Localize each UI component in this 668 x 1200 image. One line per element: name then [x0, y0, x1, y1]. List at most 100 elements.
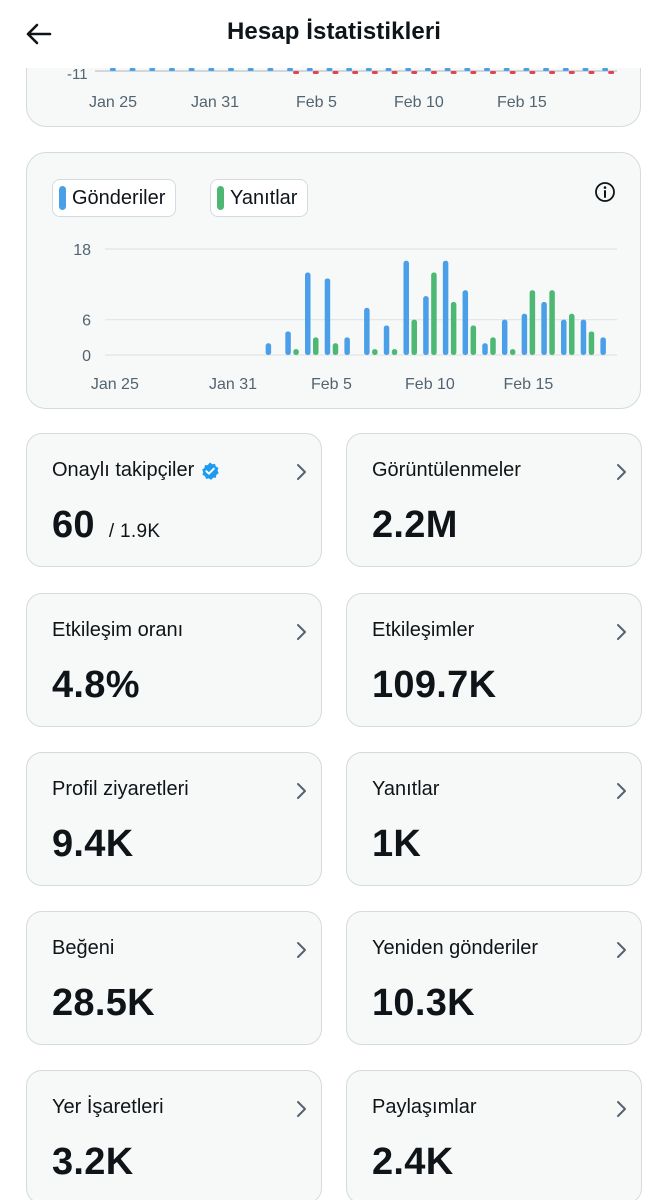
top-negative-bar	[371, 71, 378, 74]
tile-bookmarks[interactable]: Yer İşaretleri 3.2K	[26, 1070, 322, 1200]
y-tick-label: 18	[73, 242, 91, 259]
replies-bar	[391, 349, 398, 355]
top-bar	[562, 68, 569, 71]
tile-label: Paylaşımlar	[372, 1096, 477, 1118]
tile-label: Görüntülenmeler	[372, 459, 521, 481]
chevron-right-icon	[617, 464, 626, 480]
top-negative-bar	[411, 71, 418, 74]
verified-badge-icon	[202, 461, 220, 480]
tile-value: 2.4K	[372, 1141, 454, 1183]
tile-reposts[interactable]: Yeniden gönderiler 10.3K	[346, 911, 642, 1045]
posts-bar	[285, 331, 291, 355]
top-bar	[444, 68, 451, 71]
top-negative-bar	[332, 71, 339, 74]
tile-shares[interactable]: Paylaşımlar 2.4K	[346, 1070, 642, 1200]
top-negative-bar	[568, 71, 575, 74]
tile-value: 28.5K	[52, 982, 155, 1024]
replies-bar	[372, 349, 378, 355]
top-bar	[582, 68, 589, 71]
top-negative-bar	[529, 71, 536, 74]
posts-bar	[600, 337, 606, 355]
replies-bar	[313, 337, 319, 355]
top-bar	[523, 68, 530, 71]
posts-bar	[305, 272, 311, 355]
x-tick-label: Jan 31	[209, 376, 257, 393]
top-bar	[208, 68, 215, 71]
tile-replies[interactable]: Yanıtlar 1K	[346, 752, 642, 886]
tile-label: Profil ziyaretleri	[52, 778, 189, 800]
legend-posts[interactable]: Gönderiler	[52, 179, 177, 217]
top-bar	[464, 68, 471, 71]
replies-bar	[293, 349, 299, 355]
tile-verified-followers[interactable]: Onaylı takipçiler 60 / 1.9K	[26, 433, 322, 567]
chevron-right-icon	[617, 624, 626, 640]
tile-label: Yanıtlar	[372, 778, 440, 800]
top-bar	[168, 68, 175, 71]
tile-value: 109.7K	[372, 664, 497, 706]
chevron-right-icon	[297, 624, 306, 640]
tile-engagement-rate[interactable]: Etkileşim oranı 4.8%	[26, 593, 322, 727]
posts-bar	[324, 278, 331, 355]
top-bar	[424, 68, 431, 71]
info-icon[interactable]	[594, 181, 616, 203]
top-bar	[129, 68, 136, 71]
back-button[interactable]	[18, 16, 58, 52]
posts-bar	[482, 343, 488, 355]
replies-bar	[509, 349, 516, 355]
chevron-right-icon	[617, 1101, 626, 1117]
chevron-right-icon	[297, 783, 306, 799]
posts-chart-card: 18 6 0 Jan 25 Jan 31 Feb 5 Feb 10 Feb 15 Gönde…	[26, 152, 641, 409]
top-negative-bar	[430, 71, 437, 74]
top-bar	[267, 68, 274, 71]
top-bar	[188, 68, 195, 71]
posts-bar	[344, 337, 350, 355]
tile-label: Etkileşim oranı	[52, 619, 184, 641]
x-tick-label: Jan 25	[89, 94, 137, 111]
x-tick-label: Jan 31	[191, 94, 239, 111]
tile-likes[interactable]: Beğeni 28.5K	[26, 911, 322, 1045]
tile-label: Yeniden gönderiler	[372, 937, 539, 959]
top-bars	[109, 68, 615, 74]
x-tick-label: Feb 10	[394, 94, 444, 111]
legend-posts-label: Gönderiler	[72, 186, 166, 209]
top-bar	[109, 68, 116, 71]
x-tick-label: Feb 5	[311, 376, 352, 393]
top-bar	[405, 68, 412, 71]
top-negative-bar	[588, 71, 595, 74]
tile-profile-visits[interactable]: Profil ziyaretleri 9.4K	[26, 752, 322, 886]
tile-label: Yer İşaretleri	[52, 1096, 164, 1118]
replies-bar	[569, 313, 575, 355]
top-negative-bar	[608, 71, 615, 74]
posts-bar	[501, 319, 508, 355]
top-negative-bar	[312, 71, 319, 74]
replies-bar	[431, 272, 437, 355]
chart-grid	[105, 248, 617, 356]
legend-replies[interactable]: Yanıtlar	[210, 179, 309, 217]
tile-impressions[interactable]: Görüntülenmeler 2.2M	[346, 433, 642, 567]
top-negative-bar	[470, 71, 477, 74]
chevron-right-icon	[617, 942, 626, 958]
posts-bar	[462, 290, 469, 355]
top-negative-bar	[509, 71, 516, 74]
tile-engagements[interactable]: Etkileşimler 109.7K	[346, 593, 642, 727]
top-bar	[385, 68, 392, 71]
top-negative-bar	[549, 71, 556, 74]
x-tick-label: Feb 15	[497, 94, 547, 111]
posts-bar	[442, 260, 449, 355]
posts-bar	[541, 302, 547, 355]
top-bar	[503, 68, 510, 71]
top-bar	[346, 68, 353, 71]
tile-value: 1K	[372, 823, 422, 865]
page-title: Hesap İstatistikleri	[226, 18, 442, 45]
legend-replies-label: Yanıtlar	[230, 186, 298, 209]
chevron-right-icon	[617, 783, 626, 799]
posts-bar	[580, 319, 587, 355]
tile-label: Etkileşimler	[372, 619, 475, 641]
x-tick-labels: Jan 25 Jan 31 Feb 5 Feb 10 Feb 15	[91, 376, 554, 393]
x-tick-label: Feb 5	[296, 94, 337, 111]
tile-label: Onaylı takipçiler	[52, 459, 195, 481]
posts-bar	[423, 296, 429, 355]
arrow-left-icon[interactable]	[24, 22, 52, 46]
